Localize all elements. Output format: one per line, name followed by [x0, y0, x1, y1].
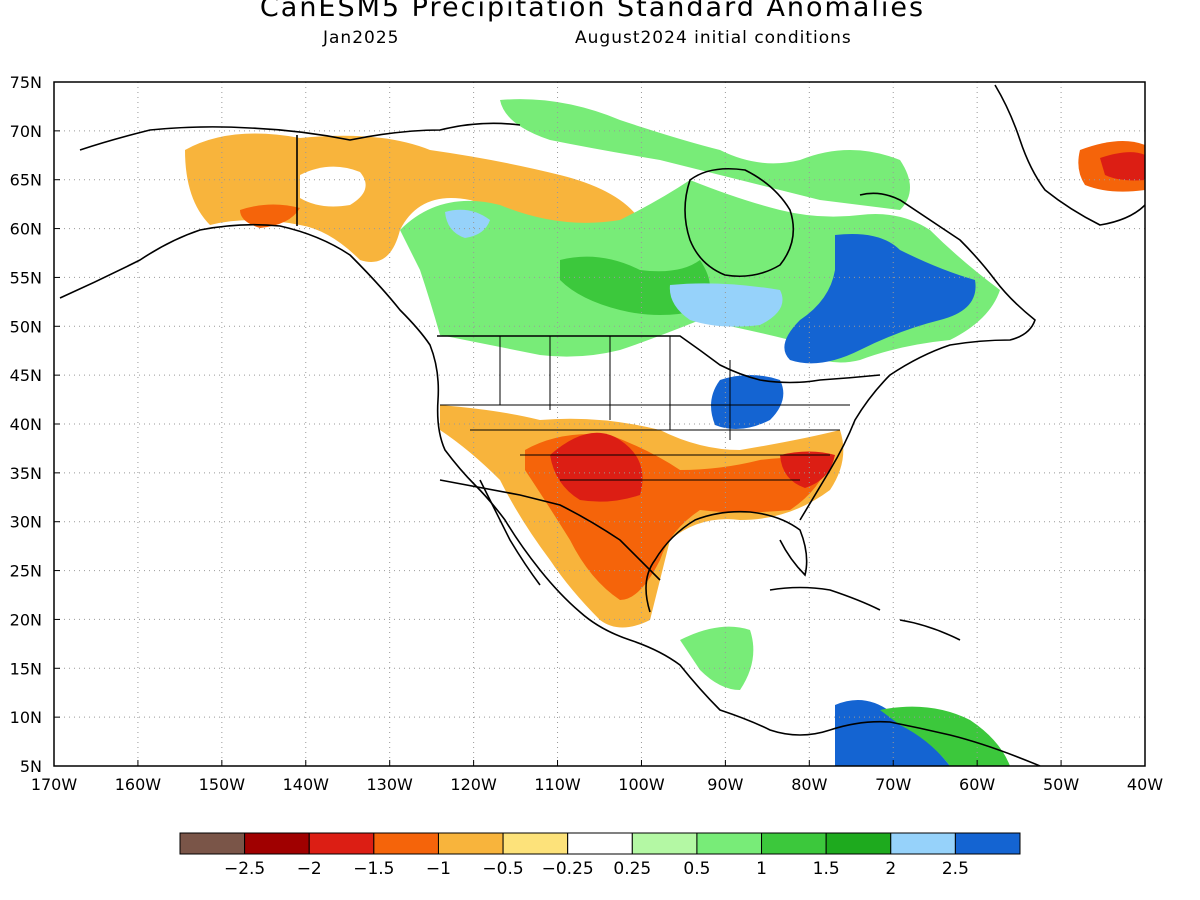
colorbar-swatch	[373, 832, 439, 855]
colorbar-label: −0.25	[542, 859, 594, 879]
coastline-hudson-bay	[684, 167, 795, 278]
latitude-tick-label: 40N	[10, 415, 42, 434]
colorbar-labels: −2.5 −2 −1.5 −1 −0.5 −0.25 0.25 0.5 1 1.5 2 2.5	[224, 859, 969, 879]
latitude-tick-label: 35N	[10, 464, 42, 483]
latitude-tick-label: 75N	[10, 73, 42, 92]
us-canada-border	[437, 335, 881, 384]
longitude-tick-label: 70W	[875, 775, 911, 794]
colorbar-swatch	[825, 832, 892, 855]
anomaly-region-central-america-wet	[680, 626, 754, 690]
state-boundary	[440, 404, 850, 481]
coastline-baja	[479, 479, 541, 586]
colorbar-label: 2.5	[942, 859, 969, 879]
colorbar-swatch	[631, 832, 698, 855]
state-boundary	[499, 336, 731, 440]
map-title: CanESM5 Precipitation Standard Anomalies	[259, 0, 926, 23]
graticule	[54, 82, 1145, 766]
coastline-east	[799, 192, 1036, 521]
colorbar-swatch	[890, 832, 956, 855]
latitude-tick-label: 50N	[10, 317, 42, 336]
initial-conditions-label: August2024 initial conditions	[575, 28, 852, 48]
latitude-tick-label: 55N	[10, 268, 42, 287]
anomaly-shading	[185, 99, 1145, 766]
latitude-axis: 75N 70N 65N 60N 55N 50N 45N 40N 35N 30N 25N 20N 15N 1…	[10, 73, 60, 776]
colorbar-label: 1	[756, 859, 767, 879]
anomaly-region-ontario-very-wet	[669, 283, 783, 327]
latitude-tick-label: 65N	[10, 171, 42, 190]
longitude-tick-label: 160W	[115, 775, 162, 794]
longitude-axis: 170W 160W 150W 140W 130W 120W 110W 100W 90W 80W 70…	[31, 760, 1163, 794]
longitude-tick-label: 150W	[199, 775, 246, 794]
colorbar-swatch	[567, 832, 633, 855]
longitude-tick-label: 130W	[367, 775, 414, 794]
colorbar-swatch	[696, 832, 763, 855]
us-mexico-border	[439, 479, 661, 581]
colorbar-label: −2	[297, 859, 322, 879]
colorbar-swatch	[761, 832, 827, 855]
anomaly-region-carolina-strong-dry	[780, 451, 835, 488]
colorbar-label: −2.5	[224, 859, 265, 879]
colorbar-label: −0.5	[482, 859, 523, 879]
latitude-tick-label: 10N	[10, 708, 42, 727]
latitude-tick-label: 25N	[10, 562, 42, 581]
anomaly-region-alaska-strong-dry	[240, 204, 300, 228]
colorbar-swatch	[179, 832, 246, 855]
colorbar-swatch	[502, 832, 569, 855]
latitude-tick-label: 15N	[10, 659, 42, 678]
anomaly-region-alaska-dry	[185, 133, 640, 262]
latitude-tick-label: 5N	[20, 757, 42, 776]
anomaly-region-south-america-very-wet	[835, 700, 950, 766]
longitude-tick-label: 40W	[1127, 775, 1163, 794]
coastline-north-america	[59, 223, 1041, 766]
anomaly-region-south-america-wet	[880, 706, 1010, 766]
colorbar	[179, 832, 1021, 855]
coastline-gulf	[645, 510, 808, 613]
latitude-tick-label: 45N	[10, 366, 42, 385]
colorbar-label: −1	[426, 859, 451, 879]
colorbar-label: 1.5	[813, 859, 840, 879]
valid-month-label: Jan2025	[323, 28, 400, 48]
anomaly-region-nwt-wet	[445, 209, 490, 238]
coastline-greenland	[994, 84, 1145, 226]
colorbar-swatch	[244, 832, 310, 855]
anomaly-region-greenland-strong-dry	[1100, 152, 1145, 181]
longitude-tick-label: 60W	[959, 775, 995, 794]
colorbar-swatch	[954, 832, 1021, 855]
longitude-tick-label: 170W	[31, 775, 78, 794]
colorbar-label: 2	[885, 859, 896, 879]
colorbar-swatch	[437, 832, 504, 855]
longitude-tick-label: 100W	[618, 775, 665, 794]
coastline-arctic	[79, 122, 521, 151]
anomaly-region-yukon-wet	[300, 166, 366, 207]
anomaly-region-new-mexico-strong-dry	[550, 432, 643, 502]
latitude-tick-label: 70N	[10, 122, 42, 141]
colorbar-label: 0.5	[683, 859, 710, 879]
us-state-boundaries	[440, 336, 850, 481]
longitude-tick-label: 80W	[791, 775, 827, 794]
colorbar-swatch	[308, 832, 375, 855]
coastlines	[59, 84, 1145, 766]
coastline-caribbean	[769, 586, 961, 641]
colorbar-label: −1.5	[353, 859, 394, 879]
longitude-tick-label: 120W	[450, 775, 497, 794]
longitude-tick-label: 140W	[283, 775, 330, 794]
colorbar-label: 0.25	[613, 859, 651, 879]
latitude-tick-label: 60N	[10, 220, 42, 239]
anomaly-region-great-lakes-very-wet	[711, 375, 784, 429]
latitude-tick-label: 20N	[10, 610, 42, 629]
latitude-tick-label: 30N	[10, 513, 42, 532]
longitude-tick-label: 90W	[707, 775, 743, 794]
longitude-tick-label: 110W	[534, 775, 581, 794]
longitude-tick-label: 50W	[1043, 775, 1079, 794]
anomaly-region-quebec-very-wet	[784, 234, 976, 364]
anomaly-region-arctic-wet	[500, 99, 910, 210]
